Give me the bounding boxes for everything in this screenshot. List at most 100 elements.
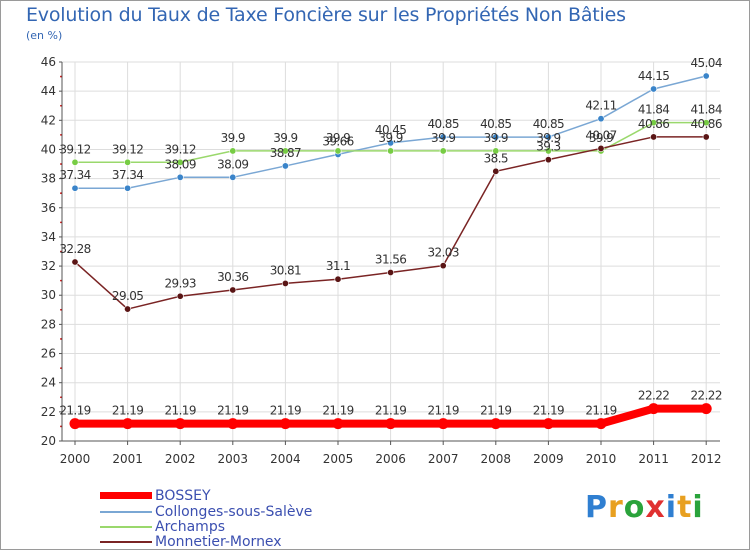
- data-point: [702, 119, 710, 127]
- data-label: 39.9: [536, 131, 560, 145]
- axes: 20 22 24 26 28 30 32 34 36 38 40 42 44 46 2000 2001 2002…: [41, 55, 722, 466]
- data-point: [71, 158, 79, 166]
- data-point: [71, 258, 79, 266]
- data-point: [122, 418, 134, 430]
- data-label: 22.22: [638, 389, 669, 403]
- data-point: [229, 173, 237, 181]
- data-label: 40.86: [638, 117, 669, 131]
- data-point: [439, 262, 447, 270]
- y-tick-label: 38: [41, 172, 56, 186]
- data-point: [702, 72, 710, 80]
- y-minor-tick: [60, 221, 62, 224]
- y-tick-label: 32: [41, 259, 56, 273]
- data-label: 39.12: [59, 142, 90, 156]
- data-label: 39.9: [221, 131, 245, 145]
- data-point: [124, 158, 132, 166]
- data-point: [71, 184, 79, 192]
- x-tick-label: 2005: [323, 452, 354, 466]
- data-label: 21.19: [375, 404, 406, 418]
- data-point: [544, 133, 552, 141]
- x-tick-label: 2007: [428, 452, 459, 466]
- data-label: 39.9: [326, 131, 350, 145]
- data-point: [650, 119, 658, 127]
- data-label: 21.19: [59, 404, 90, 418]
- x-tick-label: 2012: [691, 452, 722, 466]
- grid: [62, 61, 720, 442]
- data-label: 40.07: [585, 128, 616, 142]
- data-label: 21.19: [217, 404, 248, 418]
- y-tick-label: 28: [41, 317, 56, 331]
- data-point: [542, 418, 554, 430]
- data-label: 40.85: [533, 117, 564, 131]
- data-point: [439, 133, 447, 141]
- data-point: [544, 156, 552, 164]
- data-point: [439, 147, 447, 155]
- data-label: 37.34: [112, 168, 143, 182]
- y-tick-label: 44: [41, 84, 56, 98]
- x-tick-label: 2003: [218, 452, 249, 466]
- y-minor-tick: [60, 425, 62, 428]
- data-label: 21.19: [165, 404, 196, 418]
- legend-label: Monnetier-Mornex: [155, 534, 282, 550]
- y-tick-label: 24: [41, 376, 56, 390]
- data-label: 39.12: [165, 142, 196, 156]
- y-tick-label: 20: [41, 434, 56, 448]
- data-label: 39.9: [378, 131, 402, 145]
- data-point: [650, 85, 658, 93]
- data-label: 22.22: [691, 389, 722, 403]
- y-tick-label: 30: [41, 288, 56, 302]
- y-tick-label: 46: [41, 55, 56, 69]
- y-minor-tick: [60, 192, 62, 195]
- data-label: 41.84: [691, 103, 722, 117]
- x-tick-label: 2008: [481, 452, 512, 466]
- data-label: 40.45: [375, 123, 406, 137]
- data-point: [492, 147, 500, 155]
- legend-swatch: [100, 541, 152, 543]
- x-tick-label: 2002: [165, 452, 196, 466]
- data-point: [544, 147, 552, 155]
- x-tick-label: 2004: [270, 452, 301, 466]
- data-label: 21.19: [322, 404, 353, 418]
- y-minor-tick: [60, 163, 62, 165]
- legend-swatch: [100, 492, 152, 499]
- data-label: 21.19: [480, 404, 511, 418]
- data-point: [650, 133, 658, 141]
- data-label: 39.12: [112, 142, 143, 156]
- y-axis-unit: (en %): [26, 29, 63, 42]
- data-point: [700, 403, 712, 415]
- data-label: 32.28: [59, 242, 90, 256]
- logo-letter: o: [623, 490, 646, 525]
- y-minor-tick: [60, 367, 62, 370]
- data-point: [387, 139, 395, 147]
- data-label: 45.04: [691, 56, 722, 70]
- data-point: [176, 292, 184, 300]
- x-tick-label: 2011: [638, 452, 669, 466]
- legend-label: BOSSEY: [155, 488, 211, 504]
- data-label: 21.19: [428, 404, 459, 418]
- data-label: 39.9: [484, 131, 508, 145]
- data-point: [595, 418, 607, 430]
- data-point: [176, 173, 184, 181]
- y-tick-label: 26: [41, 347, 56, 361]
- data-label: 38.87: [270, 146, 301, 160]
- logo-letter: x: [645, 490, 666, 525]
- data-label: 21.19: [585, 404, 616, 418]
- data-point: [229, 147, 237, 155]
- data-point: [437, 418, 449, 430]
- data-label: 39.9: [431, 131, 455, 145]
- data-labels: 37.34 37.34 38.09 38.09 38.87 39.66 40.45 40.85…: [59, 56, 722, 418]
- data-label: 42.11: [585, 99, 616, 113]
- data-point: [332, 418, 344, 430]
- y-minor-tick: [60, 338, 62, 340]
- data-label: 31.1: [326, 259, 350, 273]
- y-tick-label: 36: [41, 201, 56, 215]
- data-point: [702, 133, 710, 141]
- logo-letter: i: [665, 490, 678, 525]
- data-point: [387, 268, 395, 276]
- data-point: [281, 162, 289, 170]
- x-tick-label: 2006: [375, 452, 406, 466]
- data-label: 39.9: [273, 131, 297, 145]
- logo-letter: t: [677, 490, 693, 525]
- data-label: 21.19: [112, 404, 143, 418]
- data-label: 41.84: [638, 103, 669, 117]
